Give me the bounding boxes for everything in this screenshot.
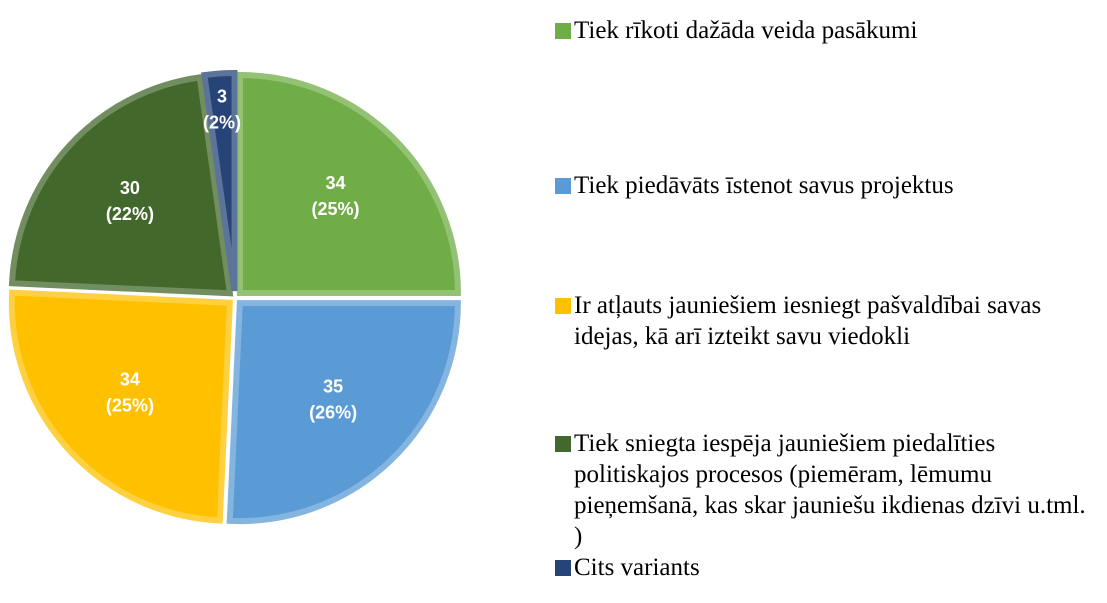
data-label: 34 xyxy=(120,370,140,390)
slice xyxy=(8,289,233,524)
data-label: 35 xyxy=(323,377,343,397)
legend-label: Tiek sniegta iespēja jauniešiem piedalīt… xyxy=(574,430,1086,550)
legend-swatch xyxy=(555,178,571,194)
data-label: (25%) xyxy=(106,396,154,416)
legend-label: Tiek piedāvāts īstenot savus projektus xyxy=(574,172,954,199)
data-label: 30 xyxy=(120,178,140,198)
data-label: (2%) xyxy=(203,112,241,132)
data-label: (22%) xyxy=(106,204,154,224)
slice xyxy=(201,70,238,292)
legend-item: Tiek piedāvāts īstenot savus projektus xyxy=(555,170,1100,201)
legend-label: Tiek rīkoti dažāda veida pasākumi xyxy=(574,17,918,44)
legend-item: Tiek rīkoti dažāda veida pasākumi xyxy=(555,15,1100,46)
legend-swatch xyxy=(555,436,571,452)
pie: 34 (25%) 35 (26%) 34 (25%) 30 (22%) 3 (2%) xyxy=(8,70,461,525)
legend-swatch xyxy=(555,560,571,576)
legend-swatch xyxy=(555,298,571,314)
slice xyxy=(226,300,461,525)
data-label: (25%) xyxy=(312,199,360,219)
data-label: 3 xyxy=(217,86,227,106)
legend-label: Ir atļauts jauniešiem iesniegt pašvaldīb… xyxy=(574,292,1042,350)
legend-item: Ir atļauts jauniešiem iesniegt pašvaldīb… xyxy=(555,290,1100,352)
data-label: 34 xyxy=(326,173,346,193)
slice xyxy=(8,73,234,297)
data-label: (26%) xyxy=(309,403,357,423)
slice xyxy=(236,72,461,297)
legend-item: Cits variants xyxy=(555,552,1100,583)
legend-swatch xyxy=(555,23,571,39)
legend-item: Tiek sniegta iespēja jauniešiem piedalīt… xyxy=(555,428,1100,552)
legend-label: Cits variants xyxy=(574,554,700,581)
